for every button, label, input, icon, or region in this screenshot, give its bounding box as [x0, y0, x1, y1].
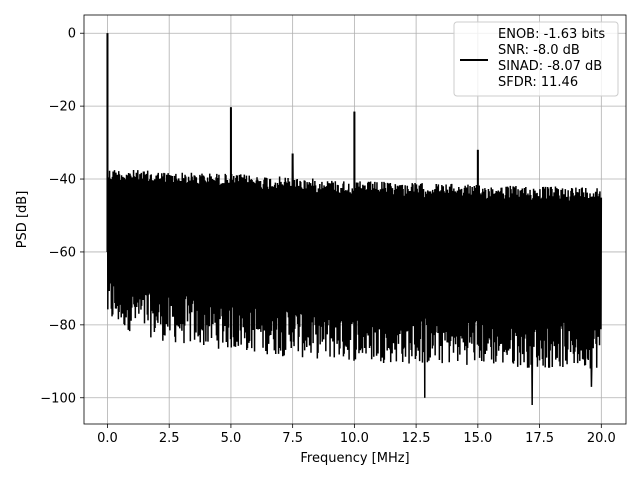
legend-sinad: SINAD: -8.07 dB — [498, 59, 602, 74]
x-tick-label: 5.0 — [221, 431, 242, 446]
x-tick-label: 0.0 — [97, 431, 118, 446]
legend-sfdr: SFDR: 11.46 — [498, 75, 578, 90]
y-tick-label: −60 — [49, 245, 76, 260]
x-tick-label: 20.0 — [587, 431, 616, 446]
axes-frame — [83, 14, 627, 425]
y-tick-label: −80 — [49, 318, 76, 333]
y-tick-label: −40 — [49, 173, 76, 188]
x-axis-label: Frequency [MHz] — [300, 451, 409, 466]
legend-snr: SNR: -8.0 dB — [498, 43, 580, 58]
x-tick-label: 2.5 — [159, 431, 180, 446]
legend: ENOB: -1.63 bits SNR: -8.0 dB SINAD: -8.… — [453, 21, 619, 97]
y-axis-label: PSD [dB] — [15, 191, 30, 249]
plot-area — [106, 33, 603, 406]
legend-enob: ENOB: -1.63 bits — [498, 27, 605, 42]
y-ticks: 0 −20 −40 −60 −80 −100 — [40, 27, 84, 406]
legend-box — [453, 21, 619, 97]
x-tick-label: 17.5 — [525, 431, 554, 446]
x-tick-label: 12.5 — [402, 431, 431, 446]
x-tick-label: 10.0 — [340, 431, 369, 446]
y-tick-label: −100 — [40, 391, 76, 406]
x-tick-label: 15.0 — [463, 431, 492, 446]
x-tick-label: 7.5 — [282, 431, 303, 446]
y-tick-label: −20 — [49, 100, 76, 115]
y-tick-label: 0 — [68, 27, 76, 42]
x-ticks: 0.0 2.5 5.0 7.5 10.0 12.5 15.0 17.5 20.0 — [97, 424, 616, 446]
